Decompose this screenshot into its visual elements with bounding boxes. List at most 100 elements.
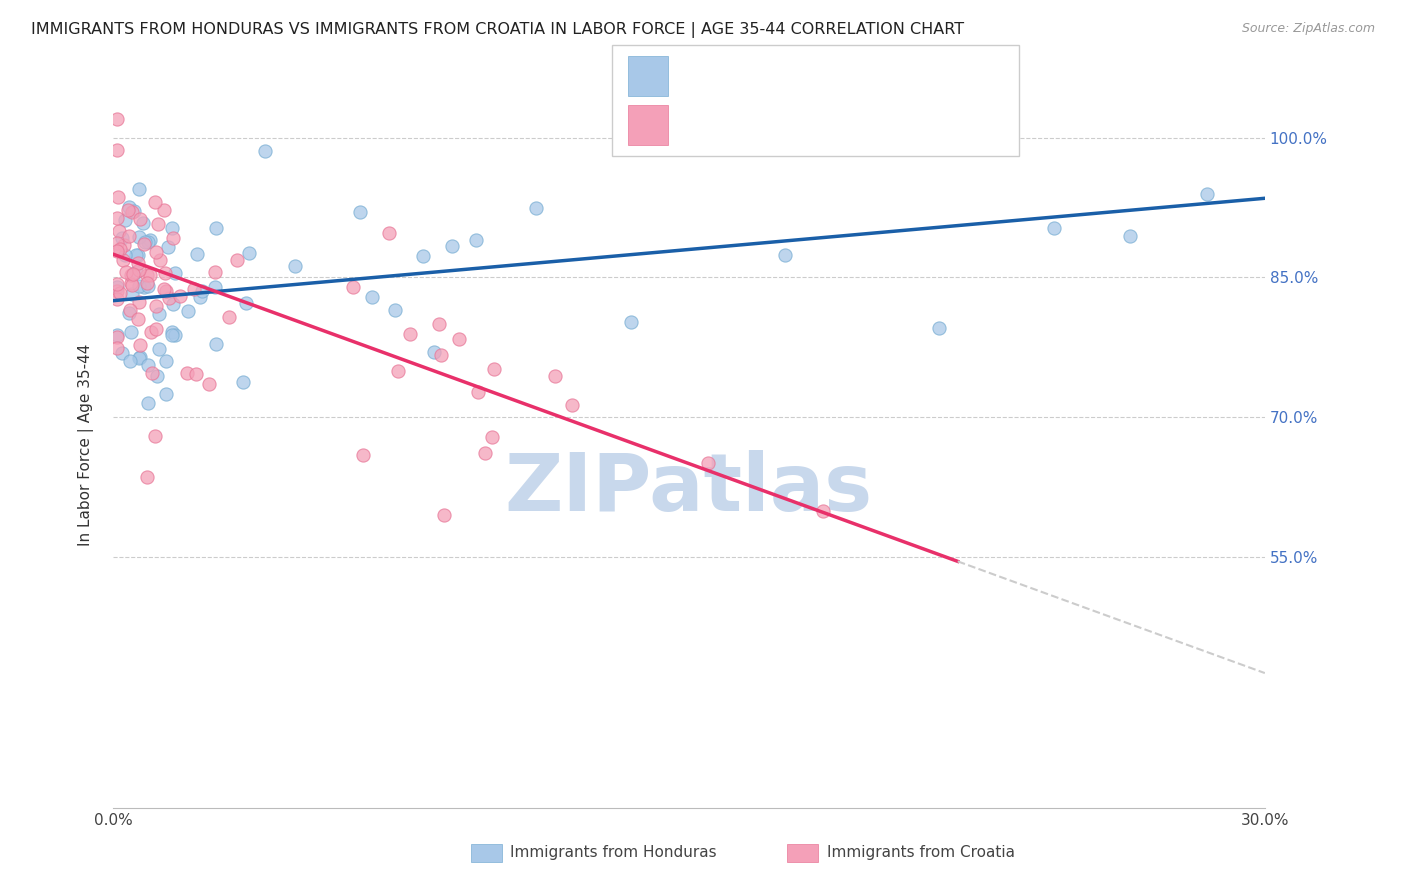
Point bbox=[620, 315, 643, 329]
Point bbox=[141, 366, 163, 380]
Text: 0.318: 0.318 bbox=[724, 67, 776, 85]
Point bbox=[440, 239, 463, 253]
Point bbox=[105, 285, 128, 299]
Point bbox=[128, 351, 150, 365]
Point bbox=[349, 205, 371, 219]
Point bbox=[204, 280, 226, 294]
Point bbox=[429, 348, 451, 362]
Point bbox=[1042, 221, 1064, 235]
Point bbox=[120, 268, 142, 282]
Point bbox=[128, 337, 150, 351]
Point bbox=[143, 429, 166, 443]
Point bbox=[160, 325, 183, 339]
Point bbox=[235, 296, 257, 310]
Point bbox=[1197, 187, 1219, 202]
Point bbox=[155, 354, 177, 368]
Point bbox=[184, 367, 207, 381]
Text: -0.396: -0.396 bbox=[724, 116, 783, 134]
Point bbox=[105, 112, 128, 127]
Point bbox=[138, 278, 160, 293]
Point bbox=[467, 385, 489, 400]
Text: R =: R = bbox=[679, 67, 716, 85]
Point bbox=[188, 289, 211, 303]
Point bbox=[135, 276, 157, 290]
Point bbox=[851, 124, 873, 138]
Point bbox=[128, 212, 150, 227]
Point bbox=[105, 211, 128, 225]
Point bbox=[127, 248, 149, 262]
Point bbox=[107, 190, 129, 204]
Point bbox=[146, 218, 169, 232]
Point bbox=[204, 265, 226, 279]
Point bbox=[120, 325, 142, 339]
Point bbox=[114, 248, 136, 262]
Point bbox=[111, 230, 134, 244]
Point bbox=[163, 266, 186, 280]
Point bbox=[138, 268, 160, 282]
Point bbox=[105, 330, 128, 344]
Text: Immigrants from Croatia: Immigrants from Croatia bbox=[827, 846, 1015, 860]
Point bbox=[134, 279, 156, 293]
Point bbox=[399, 326, 422, 341]
Point bbox=[132, 216, 155, 230]
Point bbox=[156, 240, 179, 254]
Text: N = 67: N = 67 bbox=[803, 67, 865, 85]
Point bbox=[105, 280, 128, 294]
Point bbox=[205, 337, 228, 351]
Point bbox=[135, 470, 157, 484]
Point bbox=[481, 429, 503, 443]
Point bbox=[134, 235, 156, 250]
Point bbox=[128, 279, 150, 293]
Point bbox=[120, 354, 142, 368]
Point bbox=[136, 396, 159, 410]
Point bbox=[121, 277, 143, 292]
Point bbox=[186, 247, 208, 261]
Point bbox=[145, 369, 167, 384]
Text: IMMIGRANTS FROM HONDURAS VS IMMIGRANTS FROM CROATIA IN LABOR FORCE | AGE 35-44 C: IMMIGRANTS FROM HONDURAS VS IMMIGRANTS F… bbox=[31, 22, 965, 38]
Text: N = 76: N = 76 bbox=[814, 116, 876, 134]
Point bbox=[145, 299, 167, 313]
Point bbox=[125, 247, 148, 261]
Point bbox=[412, 249, 434, 263]
Point bbox=[108, 242, 131, 256]
Point bbox=[387, 364, 409, 378]
Point bbox=[447, 332, 470, 346]
Text: R =: R = bbox=[679, 116, 716, 134]
Point bbox=[139, 233, 162, 247]
Point bbox=[105, 341, 128, 355]
Point bbox=[128, 263, 150, 277]
Point bbox=[143, 195, 166, 210]
Point bbox=[183, 282, 205, 296]
Point bbox=[128, 182, 150, 196]
Point bbox=[238, 246, 260, 260]
Point bbox=[423, 344, 446, 359]
Point bbox=[352, 448, 374, 462]
Point bbox=[928, 321, 950, 335]
Point bbox=[132, 237, 155, 252]
Y-axis label: In Labor Force | Age 35-44: In Labor Force | Age 35-44 bbox=[79, 343, 94, 546]
Point bbox=[342, 280, 364, 294]
Point bbox=[384, 303, 406, 318]
Point bbox=[153, 282, 176, 296]
Point bbox=[162, 297, 184, 311]
Point bbox=[118, 305, 141, 319]
Point bbox=[139, 325, 162, 339]
Point bbox=[697, 456, 720, 470]
Point bbox=[176, 367, 198, 381]
Point bbox=[105, 277, 128, 291]
Text: Source: ZipAtlas.com: Source: ZipAtlas.com bbox=[1241, 22, 1375, 36]
Point bbox=[105, 235, 128, 250]
Point bbox=[162, 328, 184, 343]
Point bbox=[177, 303, 200, 318]
Point bbox=[433, 508, 456, 522]
Point bbox=[464, 233, 486, 247]
Point bbox=[108, 285, 131, 300]
Point bbox=[128, 229, 150, 244]
Point bbox=[543, 369, 565, 384]
Point bbox=[360, 290, 382, 304]
Point bbox=[121, 286, 143, 301]
Point bbox=[773, 248, 796, 262]
Point bbox=[429, 318, 451, 332]
Point bbox=[1119, 228, 1142, 243]
Point bbox=[524, 202, 547, 216]
